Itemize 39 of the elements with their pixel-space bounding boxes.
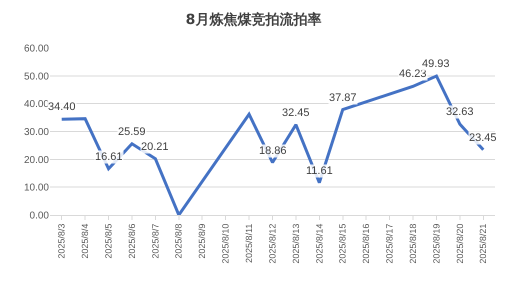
data-label: 34.40 [48, 101, 76, 113]
x-tick-label: 2025/8/7 [150, 224, 160, 259]
data-label: 37.87 [329, 92, 357, 104]
x-tick-label: 2025/8/14 [314, 224, 324, 264]
x-tick-label: 2025/8/9 [197, 224, 208, 259]
y-tick-label: 30.00 [24, 127, 50, 138]
data-label: 16.61 [95, 151, 123, 163]
data-label: 49.93 [422, 58, 450, 70]
data-label: 20.21 [141, 141, 169, 153]
x-tick-label: 2025/8/11 [244, 224, 254, 263]
x-tick-label: 2025/8/8 [174, 224, 184, 259]
y-tick-label: 40.00 [24, 99, 50, 110]
x-tick-label: 2025/8/18 [408, 224, 418, 264]
y-tick-label: 60.00 [24, 44, 50, 54]
x-tick-label: 2025/8/5 [103, 224, 114, 259]
x-tick-label: 2025/8/12 [267, 224, 278, 264]
data-label: 23.45 [469, 132, 497, 144]
x-tick-label: 2025/8/16 [361, 224, 372, 264]
x-tick-label: 2025/8/21 [478, 224, 488, 264]
x-tick-label: 2025/8/10 [220, 224, 231, 264]
data-label: 11.61 [306, 165, 333, 177]
data-label: 18.86 [259, 145, 287, 157]
chart-title: 8月炼焦煤竞拍流拍率 [186, 11, 322, 28]
x-tick-label: 2025/8/15 [338, 224, 348, 264]
data-label: 46.23 [399, 68, 427, 80]
data-label: 32.63 [446, 106, 474, 118]
y-tick-label: 10.00 [24, 182, 50, 194]
x-tick-label: 2025/8/4 [80, 224, 90, 259]
data-label: 25.59 [118, 126, 146, 138]
x-tick-label: 2025/8/13 [290, 224, 301, 264]
y-tick-label: 20.00 [24, 154, 50, 166]
x-tick-label: 2025/8/3 [56, 224, 67, 259]
x-tick-label: 2025/8/20 [454, 224, 465, 264]
y-tick-label: 50.00 [24, 71, 50, 82]
x-tick-label: 2025/8/17 [384, 224, 395, 264]
x-tick-label: 2025/8/6 [126, 224, 137, 259]
data-label: 32.45 [282, 107, 310, 119]
y-tick-label: 0.00 [30, 210, 50, 222]
x-tick-label: 2025/8/19 [431, 224, 442, 264]
